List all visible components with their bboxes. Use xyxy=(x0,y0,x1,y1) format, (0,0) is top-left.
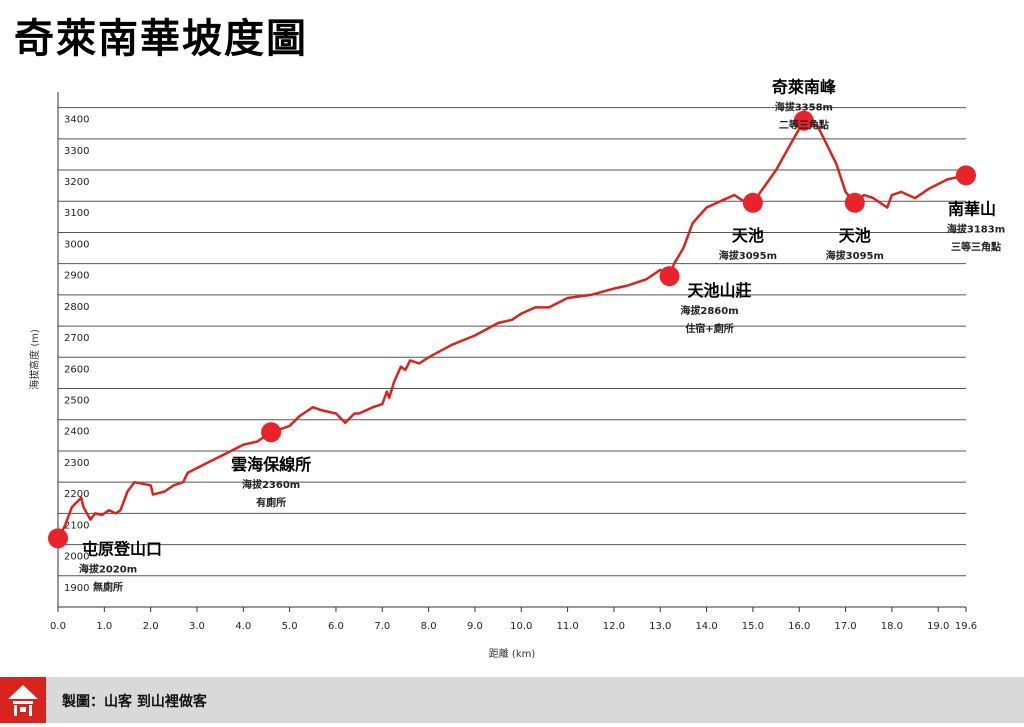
waypoint-name: 天池 xyxy=(839,226,871,245)
waypoint-name: 奇萊南峰 xyxy=(772,78,837,97)
waypoint-detail: 住宿+廁所 xyxy=(685,322,733,335)
y-tick-label: 2300 xyxy=(64,458,89,469)
y-tick-label: 2400 xyxy=(64,427,89,438)
elevation-chart: 1900 2000 2100 2200 2300 2400 2500 2600 2700 2800… xyxy=(28,78,1005,660)
waypoint-marker xyxy=(793,110,814,131)
waypoint-detail: 海拔3183m xyxy=(947,222,1005,235)
waypoint-detail: 海拔2360m xyxy=(242,478,300,491)
x-tick-label: 1.0 xyxy=(96,621,112,632)
page-title: 奇萊南華坡度圖 xyxy=(14,16,308,62)
y-tick-label: 3300 xyxy=(64,146,89,157)
waypoint-marker xyxy=(261,422,282,443)
y-tick-label: 3100 xyxy=(64,208,89,219)
y-tick-label: 2800 xyxy=(64,302,89,313)
x-axis-ticks: 0.0 1.0 2.0 3.0 4.0 5.0 6.0 7.0 8.0 9.0 10.0 11.0 12… xyxy=(50,607,977,632)
y-tick-label: 1900 xyxy=(64,583,89,594)
x-tick-label: 11.0 xyxy=(556,621,578,632)
x-tick-label: 19.6 xyxy=(955,621,977,632)
x-tick-label: 3.0 xyxy=(189,621,205,632)
x-tick-label: 7.0 xyxy=(374,621,390,632)
y-tick-label: 3200 xyxy=(64,177,89,188)
y-tick-label: 2100 xyxy=(64,520,89,531)
waypoint-detail: 海拔2020m xyxy=(79,562,137,575)
x-tick-label: 9.0 xyxy=(467,621,483,632)
x-tick-label: 0.0 xyxy=(50,621,66,632)
y-tick-label: 2700 xyxy=(64,333,89,344)
waypoint-detail: 二等三角點 xyxy=(779,119,829,132)
waypoint-name: 雲海保線所 xyxy=(231,455,311,474)
x-axis-label: 距離 (km) xyxy=(489,647,536,660)
x-tick-label: 10.0 xyxy=(510,621,532,632)
waypoint-marker xyxy=(742,192,763,213)
waypoint-name: 天池山莊 xyxy=(688,281,752,300)
y-tick-label: 2000 xyxy=(64,552,89,563)
y-axis-ticks: 1900 2000 2100 2200 2300 2400 2500 2600 2700 2800… xyxy=(64,115,89,594)
waypoint-detail: 海拔3095m xyxy=(719,249,777,262)
waypoint-detail: 海拔3095m xyxy=(826,249,884,262)
y-tick-label: 2600 xyxy=(64,364,89,375)
x-tick-label: 2.0 xyxy=(143,621,159,632)
y-tick-label: 2500 xyxy=(64,396,89,407)
waypoint-detail: 海拔2860m xyxy=(680,304,738,317)
footer-credit: 製圖：山客 到山裡做客 xyxy=(62,694,207,710)
y-axis-label: 海拔高度 (m) xyxy=(28,329,41,390)
waypoint-name: 天池 xyxy=(732,226,764,245)
x-tick-label: 5.0 xyxy=(282,621,298,632)
x-tick-label: 18.0 xyxy=(881,621,903,632)
waypoint-marker xyxy=(48,528,68,549)
mountain-house-icon xyxy=(0,677,46,723)
x-tick-label: 12.0 xyxy=(603,621,625,632)
footer: 製圖：山客 到山裡做客 xyxy=(0,677,1024,723)
waypoint-marker xyxy=(659,266,680,287)
x-tick-label: 17.0 xyxy=(834,621,856,632)
x-tick-label: 6.0 xyxy=(328,621,344,632)
x-tick-label: 16.0 xyxy=(788,621,810,632)
y-tick-label: 3400 xyxy=(64,115,89,126)
x-tick-label: 8.0 xyxy=(421,621,437,632)
x-tick-label: 4.0 xyxy=(235,621,251,632)
waypoint-detail: 無廁所 xyxy=(93,580,123,593)
waypoint-marker xyxy=(844,192,865,213)
elevation-series xyxy=(56,119,967,539)
y-tick-label: 2200 xyxy=(64,489,89,500)
waypoint-detail: 三等三角點 xyxy=(951,240,1001,253)
x-tick-label: 13.0 xyxy=(649,621,671,632)
x-tick-label: 15.0 xyxy=(742,621,764,632)
y-tick-label: 2900 xyxy=(64,271,89,282)
waypoint-name: 屯原登山口 xyxy=(82,539,162,558)
x-tick-label: 14.0 xyxy=(695,621,717,632)
y-tick-label: 3000 xyxy=(64,239,89,250)
elevation-line xyxy=(56,119,967,539)
x-tick-label: 19.0 xyxy=(927,621,949,632)
waypoint-detail: 海拔3358m xyxy=(775,101,833,114)
waypoint-marker xyxy=(956,165,976,186)
chart-grid xyxy=(57,92,966,608)
waypoint-detail: 有廁所 xyxy=(256,496,286,509)
waypoint-name: 南華山 xyxy=(948,199,996,218)
